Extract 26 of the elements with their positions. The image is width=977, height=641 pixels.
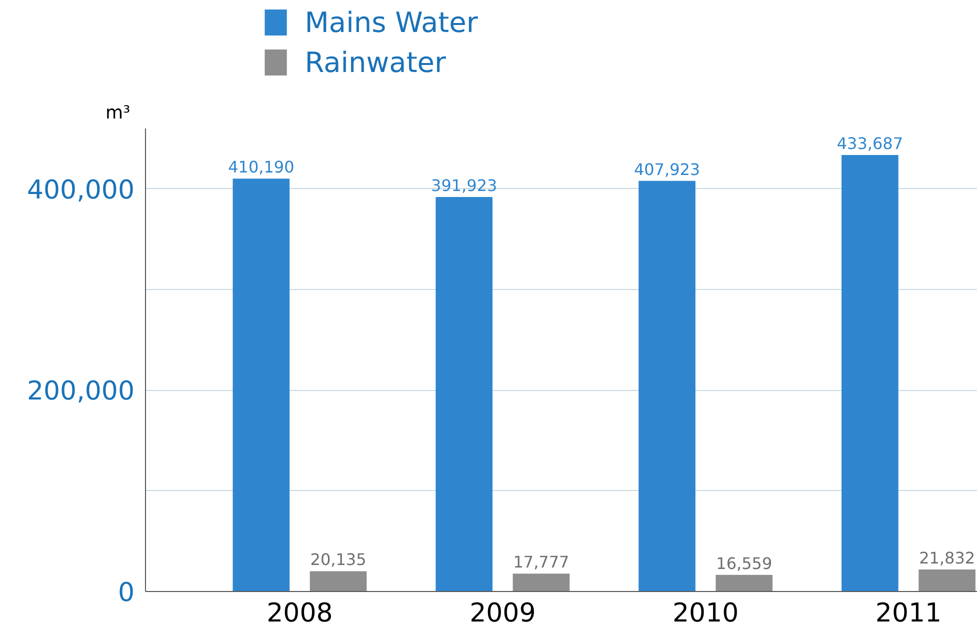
legend-label: Mains Water [304,6,478,39]
bar [512,574,570,592]
x-tick-label: 2010 [672,598,739,628]
bar [310,571,367,592]
x-tick-label: 2011 [875,598,942,628]
y-tick-label: 200,000 [26,376,135,407]
data-label: 17,777 [513,552,570,572]
y-axis-title: m³ [106,102,130,124]
bar [842,154,898,592]
x-tick-label: 2008 [266,598,333,628]
bar [436,197,493,592]
data-label: 16,559 [716,554,772,573]
x-tick-label: 2009 [470,598,536,628]
bar [918,570,976,592]
bar [232,178,290,592]
y-tick-label: 0 [118,578,135,608]
data-label: 391,923 [431,176,498,196]
data-label: 20,135 [310,550,366,570]
y-tick-label: 400,000 [26,175,135,206]
data-label: 21,832 [919,548,976,568]
legend-label: Rainwater [304,46,447,79]
bar [716,574,773,592]
data-label: 433,687 [836,134,904,153]
bar [638,180,696,592]
data-label: 407,923 [634,160,700,179]
data-label: 410,190 [228,158,294,177]
